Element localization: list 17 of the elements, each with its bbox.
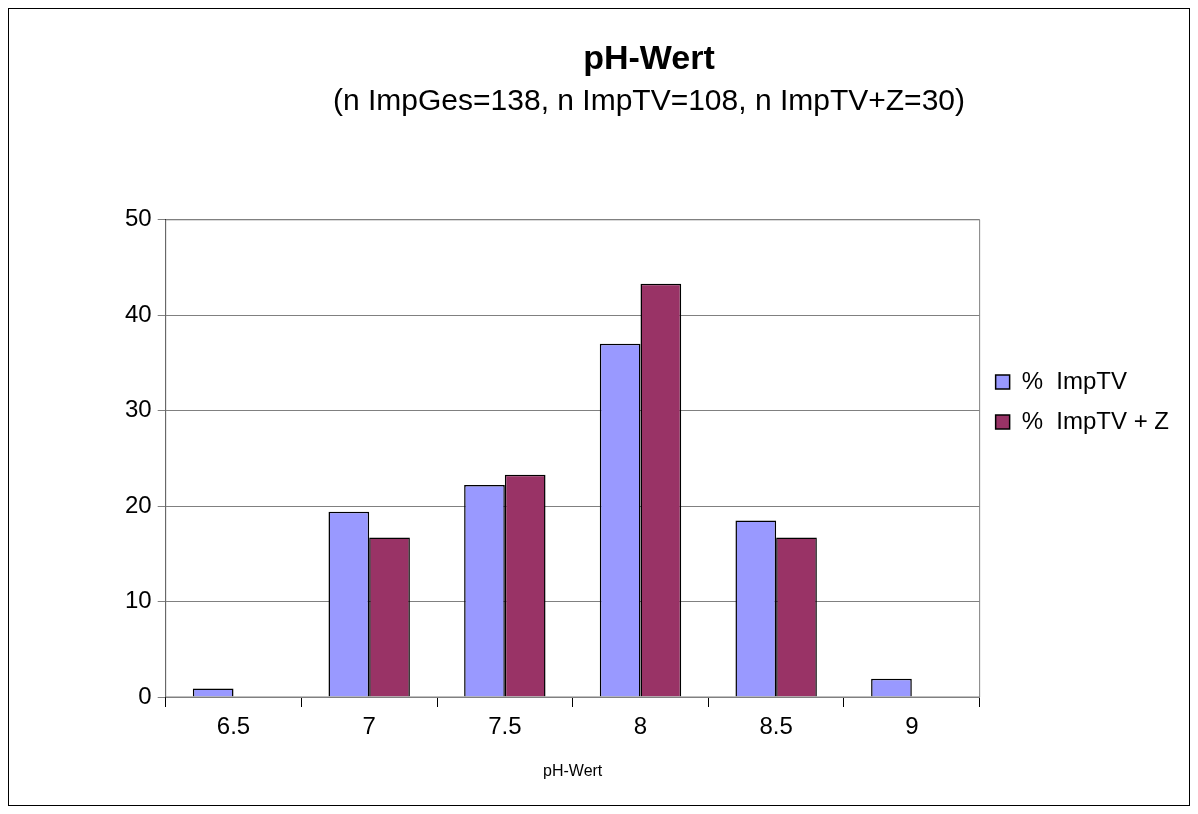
legend-label: % ImpTV + Z <box>1021 406 1170 434</box>
x-tick-label: 6.5 <box>216 712 251 740</box>
y-tick-label: 40 <box>124 299 152 327</box>
chart-title: pH-Wert <box>583 37 715 76</box>
x-tick-label: 8.5 <box>759 712 793 740</box>
y-tick-label: 10 <box>124 586 152 614</box>
y-tick-label: 20 <box>124 490 152 518</box>
x-tick-label: 8 <box>633 712 648 740</box>
x-tick-label: 9 <box>905 712 919 740</box>
x-tick-label: 7 <box>362 712 376 740</box>
legend-label: % ImpTV <box>1021 366 1127 394</box>
x-tick-label: 7.5 <box>488 712 522 740</box>
y-tick-label: 50 <box>124 204 152 232</box>
x-axis-title: pH-Wert <box>543 761 603 779</box>
chart-subtitle: (n ImpGes=138, n ImpTV=108, n ImpTV+Z=30) <box>333 83 965 117</box>
y-tick-label: 30 <box>124 395 152 423</box>
y-tick-label: 0 <box>138 681 152 709</box>
